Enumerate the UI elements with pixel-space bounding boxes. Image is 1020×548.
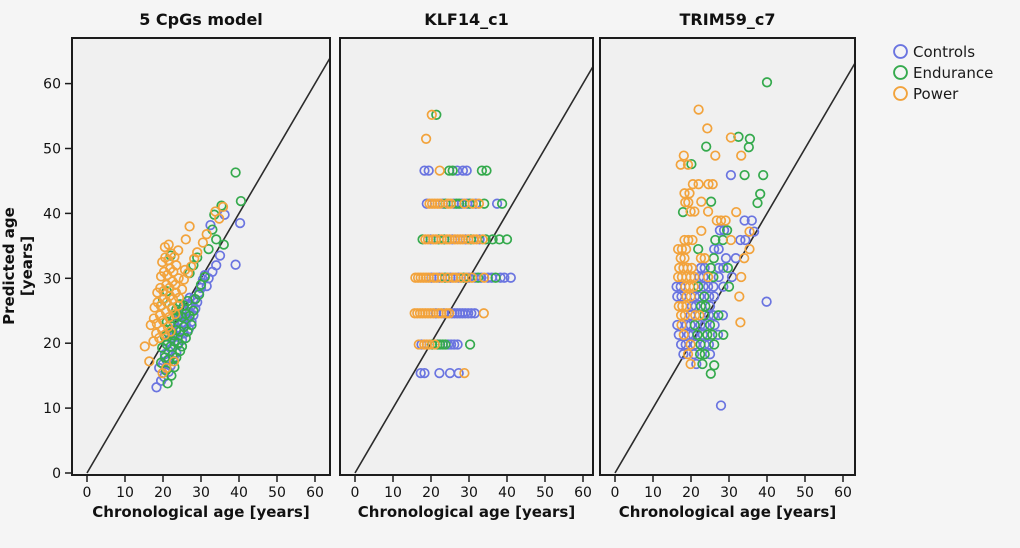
svg-text:0: 0 — [351, 485, 360, 501]
svg-text:50: 50 — [536, 485, 554, 501]
panel-title-5cpgs: 5 CpGs model — [139, 10, 263, 29]
endurance-circle-icon — [893, 65, 908, 80]
svg-text:0: 0 — [52, 466, 61, 482]
svg-text:0: 0 — [83, 485, 92, 501]
svg-text:20: 20 — [154, 485, 172, 501]
svg-text:60: 60 — [574, 485, 592, 501]
svg-text:20: 20 — [422, 485, 440, 501]
power-circle-icon — [893, 86, 908, 101]
y-axis-title: Predicted age [years] — [0, 207, 36, 325]
legend-label-endurance: Endurance — [913, 63, 994, 82]
x-axis-title-2: Chronological age [years] — [357, 503, 576, 521]
legend: Controls Endurance Power — [892, 41, 993, 104]
svg-text:50: 50 — [43, 142, 61, 158]
x-axis-title-3: Chronological age [years] — [618, 503, 837, 521]
svg-text:20: 20 — [43, 336, 61, 352]
svg-text:30: 30 — [460, 485, 478, 501]
controls-circle-icon — [893, 44, 908, 59]
legend-item-controls: Controls — [892, 41, 993, 62]
svg-text:10: 10 — [384, 485, 402, 501]
legend-item-endurance: Endurance — [892, 62, 993, 83]
legend-label-power: Power — [913, 84, 959, 103]
svg-text:60: 60 — [43, 77, 61, 93]
x-axis-title-1: Chronological age [years] — [92, 503, 310, 521]
svg-text:30: 30 — [720, 485, 738, 501]
svg-text:60: 60 — [834, 485, 852, 501]
svg-text:20: 20 — [682, 485, 700, 501]
svg-text:40: 40 — [230, 485, 248, 501]
svg-text:30: 30 — [192, 485, 210, 501]
svg-text:10: 10 — [116, 485, 134, 501]
svg-text:40: 40 — [498, 485, 516, 501]
legend-item-power: Power — [892, 83, 993, 104]
scatter-panel-trim59-c7: 0 10 20 30 40 50 60 — [599, 37, 856, 501]
svg-text:40: 40 — [758, 485, 776, 501]
svg-text:10: 10 — [644, 485, 662, 501]
legend-label-controls: Controls — [913, 42, 976, 61]
svg-text:0: 0 — [611, 485, 620, 501]
panel-title-klf14: KLF14_c1 — [424, 10, 509, 29]
svg-text:40: 40 — [43, 206, 61, 222]
svg-text:50: 50 — [268, 485, 286, 501]
scatter-panel-5cpgs-model: 0 10 20 30 40 50 60 0 10 20 30 40 50 60 — [43, 37, 331, 501]
svg-text:50: 50 — [796, 485, 814, 501]
svg-text:60: 60 — [306, 485, 324, 501]
svg-text:30: 30 — [43, 271, 61, 287]
panel-title-trim59: TRIM59_c7 — [679, 10, 776, 29]
svg-text:10: 10 — [43, 401, 61, 417]
scatter-panel-klf14-c1: 0 10 20 30 40 50 60 — [339, 37, 594, 501]
